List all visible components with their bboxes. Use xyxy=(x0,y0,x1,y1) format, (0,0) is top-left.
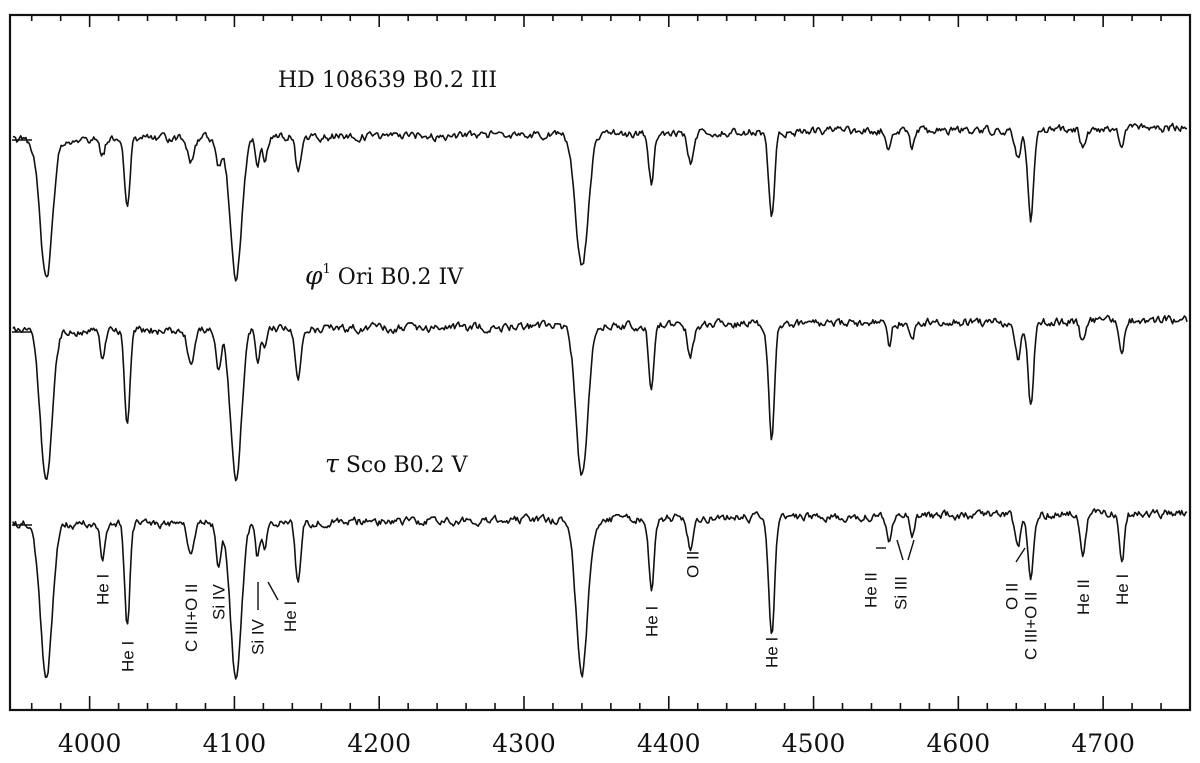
spectrum-line-3 xyxy=(12,508,1188,680)
title-symbol: τ xyxy=(325,449,340,478)
line-id-label: O II xyxy=(683,551,702,578)
spectrum-title-2: φ1 Ori B0.2 IV xyxy=(305,261,464,290)
line-id-label: He II xyxy=(1074,579,1093,615)
leader-line xyxy=(1015,547,1026,563)
x-tick-label: 4700 xyxy=(1071,729,1135,758)
x-tick-label: 4300 xyxy=(492,729,556,758)
leader-line xyxy=(896,539,904,561)
line-id-label: He I xyxy=(281,601,300,632)
title-symbol: φ xyxy=(305,261,323,290)
leader-line xyxy=(267,581,279,601)
line-id-label: He I xyxy=(1113,574,1132,605)
title-text: Ori B0.2 IV xyxy=(331,265,464,290)
line-id-label: Si IV xyxy=(249,618,268,655)
spectrum-titles: HD 108639 B0.2 III φ1 Ori B0.2 IV τ Sco B0… xyxy=(278,68,497,478)
line-id-label: C III+O II xyxy=(1022,592,1041,661)
spectrum-title-1: HD 108639 B0.2 III xyxy=(278,68,497,93)
title-text: Sco B0.2 V xyxy=(339,453,469,478)
x-tick-label: 4200 xyxy=(347,729,411,758)
title-text: HD 108639 B0.2 III xyxy=(278,68,497,93)
line-id-label: He I xyxy=(94,574,113,605)
title-superscript: 1 xyxy=(323,262,331,277)
line-id-label: He I xyxy=(763,637,782,668)
spectrum-line-1 xyxy=(12,122,1187,282)
x-tick-label: 4000 xyxy=(58,729,122,758)
spectrum-title-3: τ Sco B0.2 V xyxy=(325,449,469,478)
line-id-label: He I xyxy=(118,641,137,672)
line-id-label: O II xyxy=(1003,583,1022,610)
leader-line xyxy=(907,539,915,561)
x-axis: 4000 4100 4200 4300 4400 4500 4600 4700 xyxy=(30,15,1162,758)
x-tick-label: 4600 xyxy=(927,729,991,758)
line-id-label: C III+O II xyxy=(182,584,201,653)
line-id-label: He I xyxy=(642,606,661,637)
line-id-label: Si III xyxy=(891,576,910,610)
x-tick-label: 4500 xyxy=(782,729,846,758)
line-id-label: Si IV xyxy=(209,583,228,620)
spectra-group xyxy=(12,122,1188,680)
line-identifications: He I He I C III+O II Si IV Si IV He I He I O II… xyxy=(94,539,1132,672)
spectrum-line-2 xyxy=(12,314,1188,482)
line-id-label: He II xyxy=(861,572,880,608)
x-tick-label: 4100 xyxy=(203,729,267,758)
x-tick-label: 4400 xyxy=(637,729,701,758)
plot-frame xyxy=(8,13,1192,712)
